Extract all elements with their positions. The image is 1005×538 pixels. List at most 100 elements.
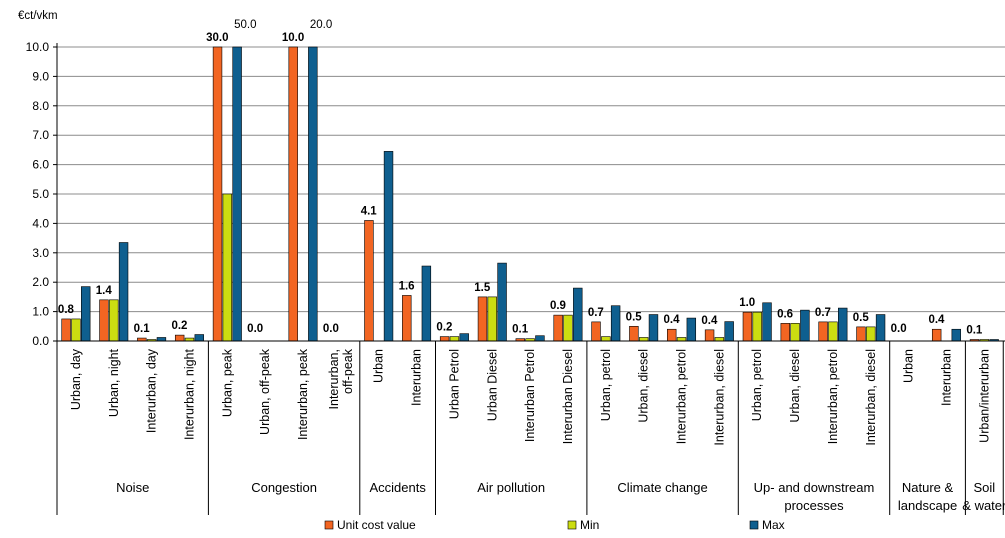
x-category-text: Interurban, peak [296,348,310,440]
x-category-text: Urban, off-peak [258,348,272,435]
bar-max [800,309,810,342]
y-tick-label: 2.0 [32,275,49,289]
bar-max [497,262,507,342]
group-label: Up- and downstream [754,480,875,495]
y-tick-label: 8.0 [32,99,49,113]
data-label: 10.0 [282,32,304,44]
bar-max [118,242,129,342]
x-category-text: Interurban, petrol [826,349,840,444]
data-label: 0.8 [58,304,75,316]
x-category-label: Interurban Petrol [523,349,537,442]
bar-min [563,314,573,342]
bar-max [573,287,583,342]
group-label: Noise [116,480,149,495]
group-label: Climate change [617,480,707,495]
x-category-text: Urban, peak [220,348,234,417]
x-category-text: Urban, diesel [637,349,651,423]
axes: 0.0 1.0 2.0 3.0 4.0 5.0 6.0 7.0 8.0 9.0 10.0 Urban,… [26,40,1005,515]
data-label: 0.6 [777,308,793,320]
bar-min [222,193,233,342]
x-category-text: Urban/interurban [977,349,991,443]
x-category-label: Interurban, diesel [712,349,726,446]
bar-max [875,314,886,342]
x-category-label: Interurban, off-peak [327,348,355,409]
x-category-label: Urban, petrol [750,349,764,421]
x-category-label: Interurban, diesel [864,349,878,446]
y-tick-label: 10.0 [26,40,50,54]
bar-unit-cost-value [818,321,828,342]
data-label: 0.4 [701,315,718,327]
data-label: 0.4 [928,314,945,326]
bar-min [109,299,119,342]
x-category-text: Interurban Petrol [523,349,537,442]
bar-max [951,328,961,342]
x-category-text: Urban Diesel [485,349,499,421]
x-category-label: Urban [902,349,916,383]
data-label: 0.1 [512,324,529,336]
x-category-text: Interurban, diesel [712,349,726,446]
bar-unit-cost-value [704,329,715,342]
gridlines [57,46,1005,313]
bar-max [610,305,621,342]
bar-unit-cost-value [553,314,563,342]
data-label: 0.9 [550,300,566,312]
group-label: Soil [973,480,995,495]
bar-min [676,337,687,342]
bar-max [762,302,772,342]
x-category-label: Urban, diesel [637,349,651,423]
data-label: 0.7 [588,307,604,319]
bar-min [752,311,762,342]
bar-min [449,336,460,342]
x-category-label: Interurban, peak [296,348,310,440]
bar-unit-cost-value [99,299,109,342]
x-category-label: Urban, petrol [599,349,613,421]
x-category-label: Interurban, day [145,348,159,433]
x-category-label: Urban, night [107,348,121,417]
x-category-label: Interurban, night [182,348,196,440]
data-label: 0.0 [891,323,907,335]
bar-min [714,337,725,342]
data-label: 0.7 [815,307,831,319]
bar-max [686,317,697,342]
data-label: 0.2 [171,320,187,332]
bar-unit-cost-value [288,46,298,342]
bar-min [866,326,876,342]
data-label: 0.1 [966,325,983,337]
y-axis-unit-label: €ct/vkm [18,10,58,22]
x-category-text: Interurban [939,349,953,406]
bar-min [638,337,649,342]
data-label: 0.5 [853,312,870,324]
x-category-label: Urban [372,349,386,383]
group-label: processes [784,498,844,513]
x-category-label: Urban, off-peak [258,348,272,435]
max-value-label: 20.0 [310,19,332,31]
bar-max [308,46,318,342]
bar-max [459,333,469,342]
x-category-label: Interurban, petrol [826,349,840,444]
x-category-text: Urban, diesel [788,349,802,423]
x-category-label: Urban, peak [220,348,234,417]
bar-unit-cost-value [931,328,942,342]
group-label: Congestion [251,480,317,495]
y-tick-label: 0.0 [32,334,49,348]
y-tick-label: 4.0 [32,216,49,230]
y-tick-label: 1.0 [32,305,49,319]
x-category-text: Urban, night [107,348,121,417]
group-label: landscape [898,498,957,513]
data-labels: 0.8 1.4 0.1 0.2 30.0 0.0 10.0 0.0 4.1 1.6 0.2 1.5 0.… [58,19,983,337]
bar-min [601,336,611,342]
legend-label: Unit cost value [337,518,416,532]
x-category-text: Urban, petrol [599,349,613,421]
x-category-text: Interurban Diesel [561,349,575,444]
bar-unit-cost-value [439,336,450,342]
data-label: 1.4 [96,285,113,297]
bar-unit-cost-value [591,321,601,342]
bar-min [790,323,800,342]
bar-unit-cost-value [61,318,71,342]
legend-label: Max [762,518,785,532]
y-tick-label: 3.0 [32,246,49,260]
y-tick-label: 5.0 [32,187,49,201]
x-category-label: Urban/interurban [977,349,991,443]
legend-swatch [749,520,759,530]
